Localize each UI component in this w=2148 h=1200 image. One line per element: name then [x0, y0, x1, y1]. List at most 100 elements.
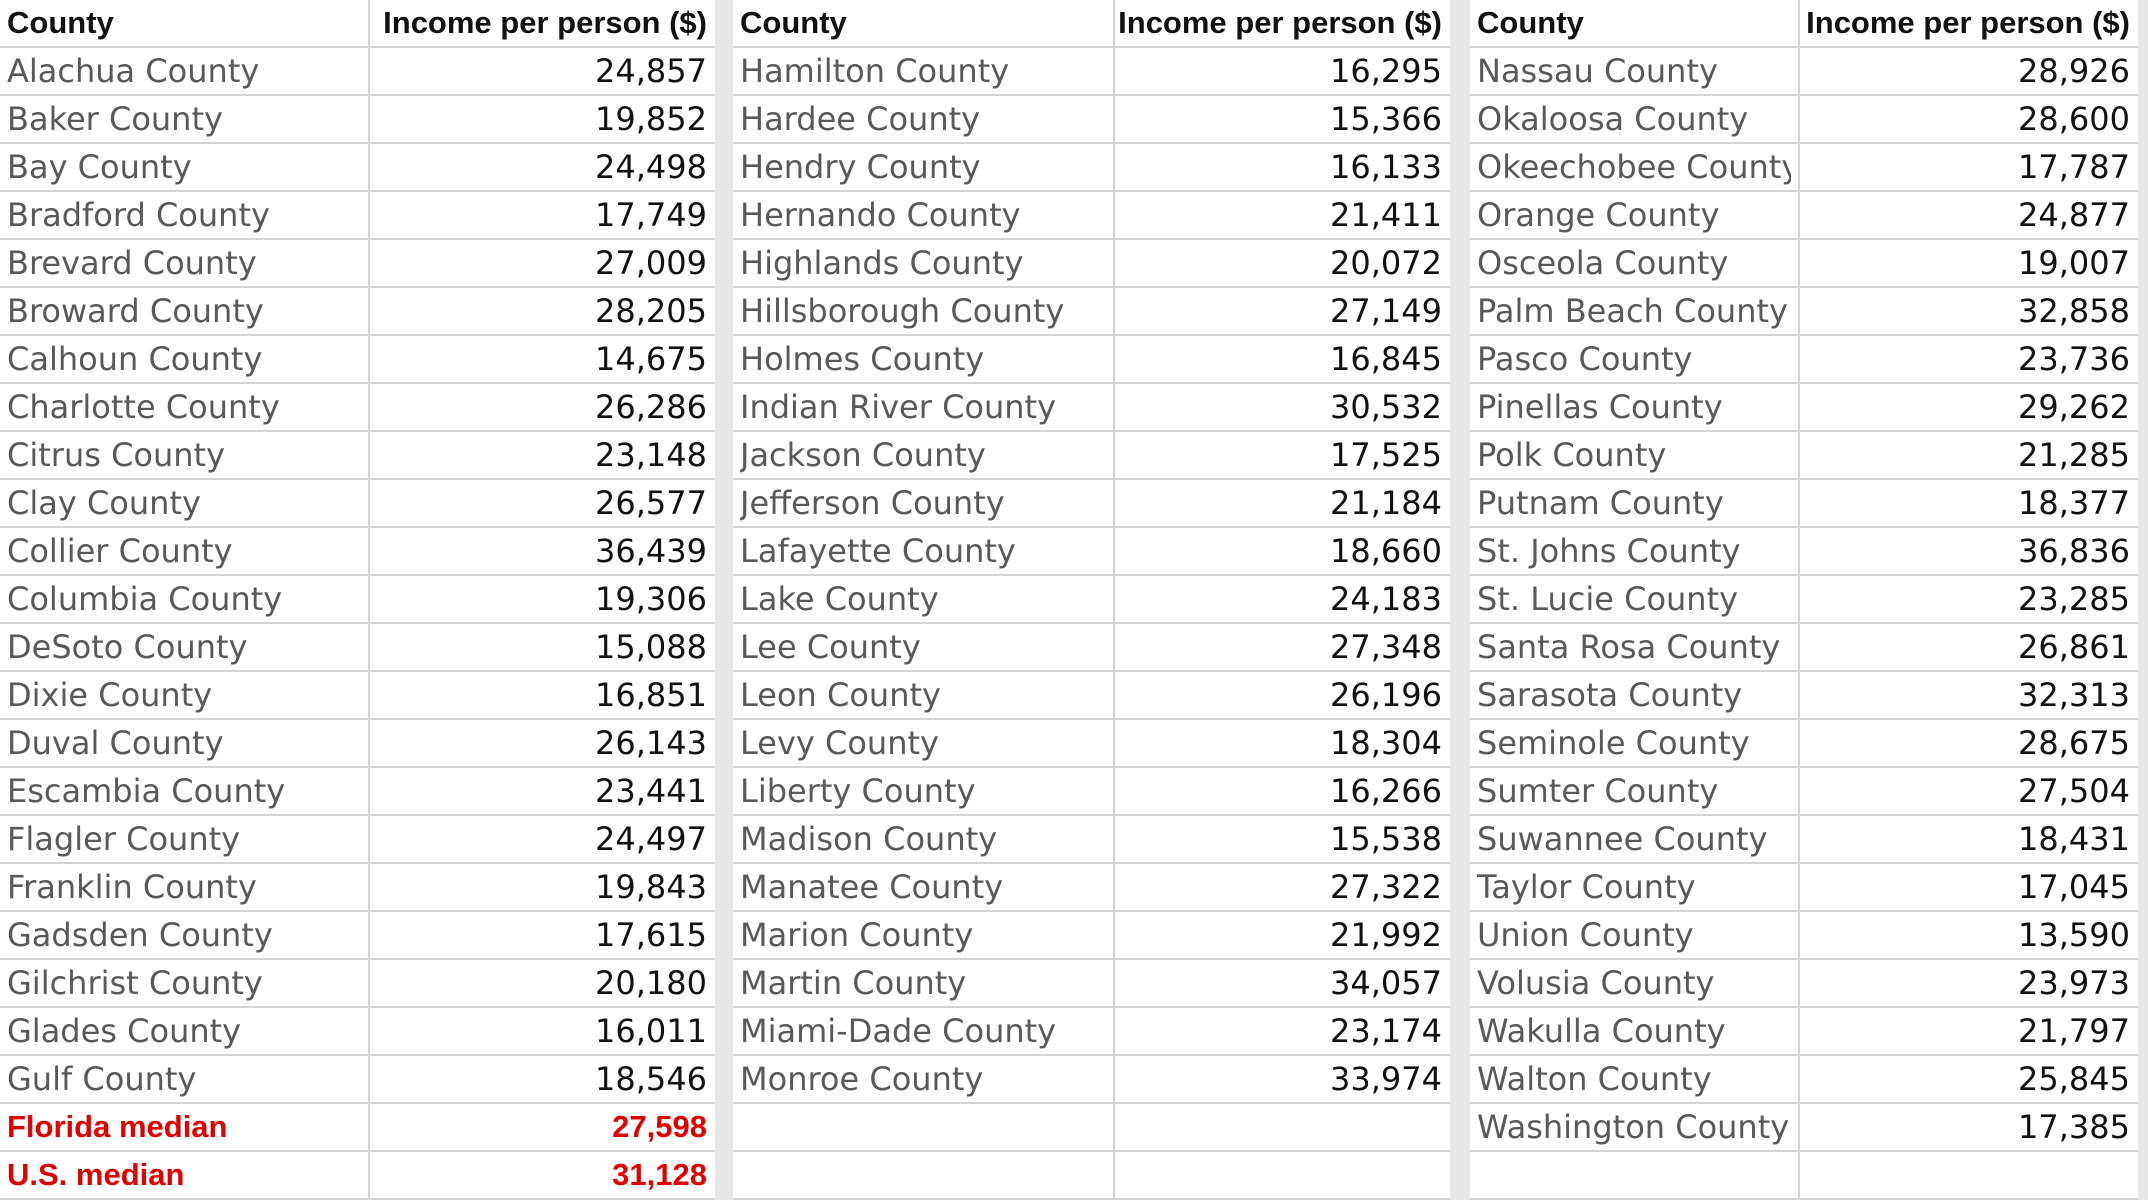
table-row: Palm Beach County 32,858 [1470, 288, 2138, 336]
income-value: 24,877 [2018, 196, 2130, 234]
table-row: Indian River County 30,532 [733, 384, 1450, 432]
income-value: 18,304 [1330, 724, 1442, 762]
county-table-3: County Income per person ($) Nassau County… [1470, 0, 2138, 1200]
county-name: Lee County [740, 628, 921, 666]
income-value: 20,180 [595, 964, 707, 1002]
table-row: Madison County 15,538 [733, 816, 1450, 864]
header-county: County [1477, 5, 1584, 40]
county-name: Gadsden County [7, 916, 273, 954]
income-value: 17,525 [1330, 436, 1442, 474]
header-income: Income per person ($) [1118, 5, 1442, 40]
income-value: 28,675 [2018, 724, 2130, 762]
county-name: Suwannee County [1477, 820, 1768, 858]
table-row: Okaloosa County 28,600 [1470, 96, 2138, 144]
table-row: Jefferson County 21,184 [733, 480, 1450, 528]
county-name: Charlotte County [7, 388, 280, 426]
income-value: 21,411 [1330, 196, 1442, 234]
county-name: Clay County [7, 484, 201, 522]
income-value: 21,797 [2018, 1012, 2130, 1050]
income-value: 27,322 [1330, 868, 1442, 906]
column-divider [1798, 0, 1800, 1200]
header-income: Income per person ($) [383, 5, 707, 40]
income-value: 27,504 [2018, 772, 2130, 810]
income-value: 13,590 [2018, 916, 2130, 954]
table-row: Gadsden County 17,615 [0, 912, 715, 960]
income-value: 23,148 [595, 436, 707, 474]
county-name: Duval County [7, 724, 224, 762]
income-value: 16,133 [1330, 148, 1442, 186]
income-value: 34,057 [1330, 964, 1442, 1002]
table-row: Duval County 26,143 [0, 720, 715, 768]
income-value: 20,072 [1330, 244, 1442, 282]
county-name: Manatee County [740, 868, 1004, 906]
county-name: Lafayette County [740, 532, 1016, 570]
table-row: Levy County 18,304 [733, 720, 1450, 768]
table-row: Columbia County 19,306 [0, 576, 715, 624]
table-row: Hernando County 21,411 [733, 192, 1450, 240]
income-value: 36,439 [595, 532, 707, 570]
table-row: Washington County 17,385 [1470, 1104, 2138, 1152]
county-name: DeSoto County [7, 628, 248, 666]
table-row: Union County 13,590 [1470, 912, 2138, 960]
income-value: 26,861 [2018, 628, 2130, 666]
county-name: Hamilton County [740, 52, 1010, 90]
table-row: Lee County 27,348 [733, 624, 1450, 672]
column-gap [715, 0, 733, 1200]
table-row: Brevard County 27,009 [0, 240, 715, 288]
income-value: 33,974 [1330, 1060, 1442, 1098]
income-value: 17,385 [2018, 1108, 2130, 1146]
income-value: 17,615 [595, 916, 707, 954]
income-value: 24,183 [1330, 580, 1442, 618]
table-row: Wakulla County 21,797 [1470, 1008, 2138, 1056]
county-name: Osceola County [1477, 244, 1729, 282]
table-row: Dixie County 16,851 [0, 672, 715, 720]
income-value: 27,009 [595, 244, 707, 282]
county-name: Alachua County [7, 52, 260, 90]
income-value: 16,266 [1330, 772, 1442, 810]
table-row: Nassau County 28,926 [1470, 48, 2138, 96]
table-row: Escambia County 23,441 [0, 768, 715, 816]
income-value: 19,843 [595, 868, 707, 906]
header-county: County [7, 5, 114, 40]
county-name: St. Johns County [1477, 532, 1741, 570]
table-row: Putnam County 18,377 [1470, 480, 2138, 528]
table-row: Osceola County 19,007 [1470, 240, 2138, 288]
table-row: Lafayette County 18,660 [733, 528, 1450, 576]
income-value: 15,538 [1330, 820, 1442, 858]
county-name: Gilchrist County [7, 964, 263, 1002]
county-name: Volusia County [1477, 964, 1715, 1002]
county-name: Flagler County [7, 820, 241, 858]
income-value: 32,858 [2018, 292, 2130, 330]
table-row: Hardee County 15,366 [733, 96, 1450, 144]
county-name: Franklin County [7, 868, 257, 906]
table-row: St. Johns County 36,836 [1470, 528, 2138, 576]
county-name: Walton County [1477, 1060, 1712, 1098]
column-divider [1113, 0, 1115, 1200]
income-value: 18,660 [1330, 532, 1442, 570]
table-row: Seminole County 28,675 [1470, 720, 2138, 768]
table-row: Lake County 24,183 [733, 576, 1450, 624]
table-row: Flagler County 24,497 [0, 816, 715, 864]
county-name: Nassau County [1477, 52, 1718, 90]
income-value: 16,851 [595, 676, 707, 714]
county-name: Seminole County [1477, 724, 1750, 762]
income-value: 15,366 [1330, 100, 1442, 138]
table-row: Sumter County 27,504 [1470, 768, 2138, 816]
income-value: 21,992 [1330, 916, 1442, 954]
table-row: Gulf County 18,546 [0, 1056, 715, 1104]
county-name: Holmes County [740, 340, 985, 378]
table-row: Charlotte County 26,286 [0, 384, 715, 432]
table-row: DeSoto County 15,088 [0, 624, 715, 672]
median-value: 31,128 [612, 1157, 707, 1192]
table-row: Franklin County 19,843 [0, 864, 715, 912]
county-name: Glades County [7, 1012, 242, 1050]
county-name: Jackson County [740, 436, 986, 474]
county-name: Union County [1477, 916, 1694, 954]
table-row: Suwannee County 18,431 [1470, 816, 2138, 864]
county-name: Columbia County [7, 580, 283, 618]
header-row: County Income per person ($) [1470, 0, 2138, 48]
table-row: Alachua County 24,857 [0, 48, 715, 96]
county-name: Collier County [7, 532, 233, 570]
income-value: 18,377 [2018, 484, 2130, 522]
